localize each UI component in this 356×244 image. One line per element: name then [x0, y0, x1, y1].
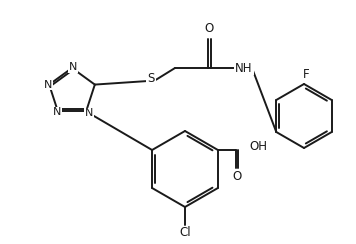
Text: N: N [53, 107, 61, 117]
Text: OH: OH [249, 141, 267, 153]
Text: NH: NH [235, 61, 253, 74]
Text: F: F [303, 68, 309, 81]
Text: S: S [147, 71, 155, 84]
Text: N: N [85, 108, 93, 118]
Text: O: O [204, 22, 214, 35]
Text: N: N [69, 62, 77, 72]
Text: N: N [44, 80, 52, 90]
Text: Cl: Cl [179, 226, 191, 240]
Text: O: O [232, 171, 241, 183]
